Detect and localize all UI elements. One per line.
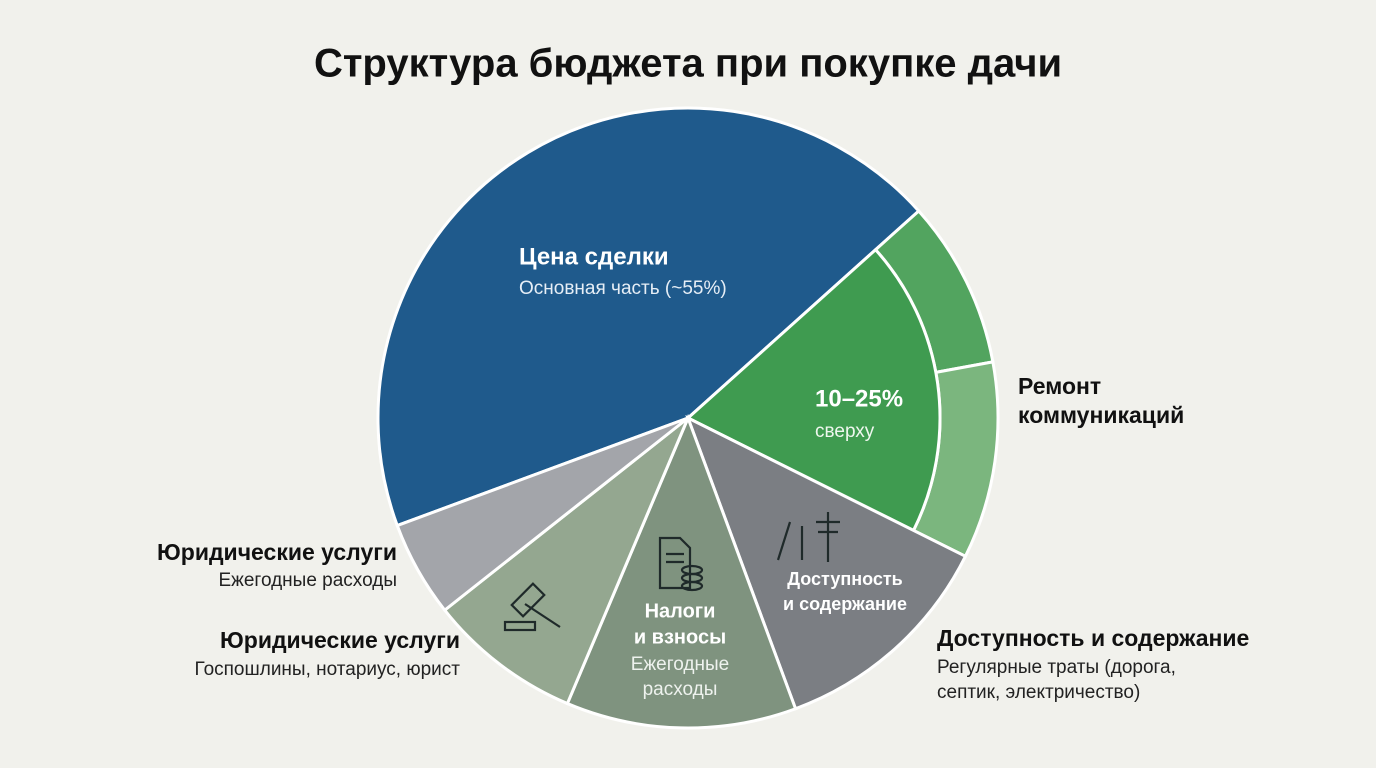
note: Основная часть (~55%) (519, 278, 727, 299)
slice (685, 247, 942, 533)
slice (685, 414, 968, 711)
label: Цена сделки (519, 243, 669, 270)
label: Налоги (645, 600, 716, 622)
outer-label: Доступность и содержание (937, 625, 1249, 651)
label: и содержание (783, 594, 907, 614)
outer-label: Юридические услуги (157, 539, 397, 565)
pole-icon (776, 512, 840, 562)
outer-note: Регулярные траты (дорога, (937, 657, 1176, 678)
icons (503, 512, 840, 632)
outer-label: Ремонт (1018, 373, 1101, 399)
slice (376, 106, 921, 528)
gavel-icon (503, 582, 561, 632)
outer-label: Юридические услуги (220, 627, 460, 653)
outer-note: Ежегодные расходы (218, 570, 397, 591)
labels: Цена сделки Основная часть (~55%) 10–25% св… (157, 243, 1249, 703)
outer-note: септик, электричество) (937, 682, 1140, 703)
chart-title: Структура бюджета при покупке дачи (314, 42, 1062, 86)
slice (395, 416, 689, 613)
slice (442, 416, 690, 706)
outer-note: Госпошлины, нотариус, юрист (195, 659, 461, 680)
label: 10–25% (815, 385, 903, 412)
label: Доступность (787, 569, 902, 589)
note: сверху (815, 421, 875, 442)
note: Ежегодные (631, 654, 729, 675)
outer-label: коммуникаций (1018, 402, 1184, 428)
document-icon (658, 536, 704, 592)
label: и взносы (634, 626, 726, 648)
note: расходы (643, 679, 718, 700)
slice (565, 413, 798, 730)
pie (376, 106, 1000, 730)
